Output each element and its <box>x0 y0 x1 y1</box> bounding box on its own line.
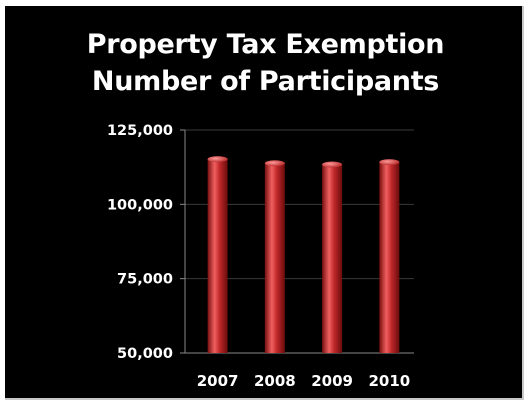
bar-body <box>379 162 400 353</box>
bar-layer <box>207 156 400 353</box>
bar-cap <box>264 160 285 167</box>
y-tick-label: 100,000 <box>107 197 173 213</box>
bar-body <box>207 159 228 353</box>
chart-title-block: Property Tax Exemption Number of Partici… <box>0 26 531 100</box>
x-tick-label: 2008 <box>254 372 296 390</box>
chart-title: Property Tax Exemption <box>86 29 445 60</box>
slide-background <box>5 6 524 400</box>
label-layer: 50,000 75,000 100,000 125,000 2007 2008 2009 20… <box>107 123 410 390</box>
bar-cap <box>379 159 400 166</box>
bar-body <box>322 164 343 353</box>
y-tick-label: 125,000 <box>107 123 173 139</box>
y-tick-label: 50,000 <box>117 346 173 362</box>
bar-body <box>264 163 285 353</box>
x-tick-label: 2007 <box>197 372 239 390</box>
bar-cap <box>322 161 343 168</box>
chart-subtitle: Number of Participants <box>91 66 440 97</box>
bar-2008 <box>264 160 285 353</box>
x-tick-label: 2010 <box>369 372 411 390</box>
bar-2010 <box>379 159 400 353</box>
bar-2009 <box>322 161 343 353</box>
bar-cap <box>207 156 228 163</box>
bar-2007 <box>207 156 228 353</box>
x-tick-label: 2009 <box>311 372 353 390</box>
y-tick-label: 75,000 <box>117 272 173 288</box>
